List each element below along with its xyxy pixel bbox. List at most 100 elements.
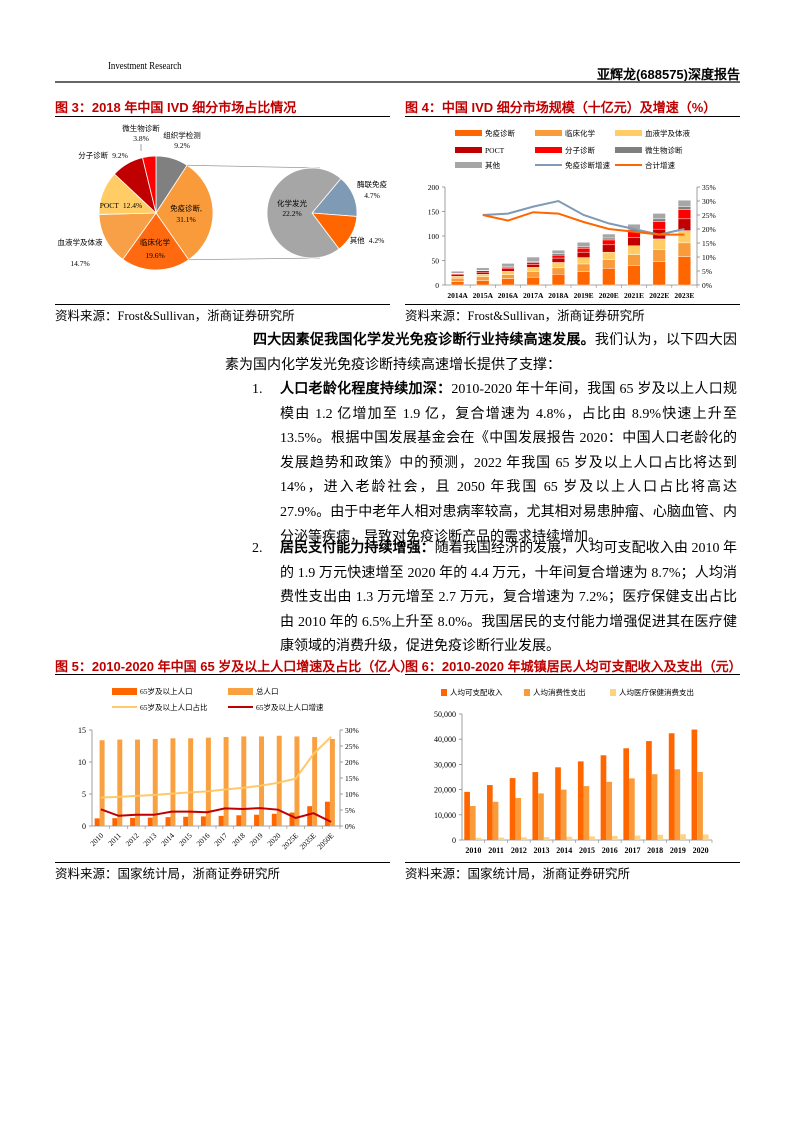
bar-segment: [677, 256, 691, 286]
pie-value-label: 31.1%: [176, 215, 195, 224]
x-tick-label: 2015A: [473, 291, 494, 300]
bar-segment: [501, 271, 515, 275]
bar: [259, 736, 265, 826]
bar-segment: [501, 263, 515, 267]
x-tick-label: 2019E: [574, 291, 594, 300]
bar-segment: [677, 206, 691, 210]
bar-segment: [476, 280, 490, 286]
fig6-bar-chart: 0 10,000 20,000 30,000 40,000 50,000 2010 2011 2…: [434, 687, 713, 855]
x-tick-label: 2011: [488, 846, 504, 855]
bar-segment: [652, 249, 666, 262]
pie-label-name: 其他: [350, 235, 365, 245]
x-tick-label: 2023E: [674, 291, 694, 300]
bar: [634, 835, 641, 840]
bar-segment: [451, 271, 465, 274]
x-tick-label: 2016: [602, 846, 618, 855]
x-tick-label: 2012: [511, 846, 527, 855]
pie-slice: [142, 155, 157, 214]
bar: [117, 739, 123, 826]
legend-label: 其他: [485, 160, 500, 170]
x-tick-label: 2025E: [280, 831, 301, 852]
bar-segment: [551, 274, 565, 286]
x-tick-label: 2014: [159, 831, 176, 848]
bar: [130, 817, 136, 826]
bar: [135, 739, 141, 826]
fig5-title-rule: [55, 674, 390, 675]
fig3-title: 图 3：2018 年中国 IVD 细分市场占比情况: [55, 100, 297, 115]
x-tick-label: 2010: [465, 846, 481, 855]
y-tick-label: 30,000: [434, 760, 456, 769]
pie-value-label: 4.2%: [369, 236, 385, 245]
x-tick-label: 2015: [177, 831, 194, 848]
fig5-source: 资料来源：国家统计局，浙商证券研究所: [55, 867, 281, 881]
fig6-title-rule: [405, 674, 740, 675]
y2-tick-label: 5%: [345, 806, 355, 815]
bar: [589, 836, 595, 840]
fig4-title: 图 4：中国 IVD 细分市场规模（十亿元）及增速（%）: [405, 100, 717, 115]
x-tick-label: 2012: [124, 831, 141, 848]
y2-tick-label: 10%: [345, 790, 359, 799]
bar-segment: [551, 267, 565, 275]
bar-segment: [602, 233, 616, 239]
fig5-source-rule: [55, 862, 390, 863]
y2-tick-label: 15%: [345, 774, 359, 783]
pie-label: POCT 12.4%: [100, 201, 143, 210]
bar-segment: [602, 244, 616, 253]
bar-segment: [652, 221, 666, 230]
pie-label-name: 血液学及体液: [58, 237, 103, 247]
bar: [487, 785, 493, 840]
bar-segment: [476, 276, 490, 281]
legend-swatch: [441, 689, 447, 696]
x-tick-label: 2020: [693, 846, 709, 855]
bar: [657, 834, 664, 840]
fig4-source-rule: [405, 304, 740, 305]
x-tick-label: 2011: [106, 831, 123, 848]
bar-segment: [476, 267, 490, 271]
bar-segment: [476, 270, 490, 273]
bar: [668, 733, 675, 840]
fig4-bar-line-chart: 0 50 100 150 200 0% 5% 10% 15% 20% 25% 30% 35% 2014A 2…: [428, 128, 716, 300]
pie-label: 分子诊断 9.2%: [78, 150, 128, 160]
legend-label: 总人口: [256, 686, 279, 696]
bar: [469, 806, 476, 840]
y2-tick-label: 5%: [702, 267, 712, 276]
bar-segment: [602, 251, 616, 260]
y2-tick-label: 30%: [702, 197, 716, 206]
x-tick-label: 2021E: [624, 291, 644, 300]
fig6-source: 资料来源：国家统计局，浙商证券研究所: [405, 867, 631, 881]
legend-label: 分子诊断: [565, 145, 595, 155]
item-1-number: 1.: [252, 382, 263, 397]
bar-segment: [577, 246, 591, 249]
bar-segment: [602, 239, 616, 246]
fig3-source: 资料来源：Frost&Sullivan，浙商证券研究所: [55, 309, 295, 323]
bar: [646, 741, 652, 840]
legend-label: POCT: [485, 146, 505, 155]
bar: [241, 736, 247, 826]
x-tick-label: 2018: [647, 846, 663, 855]
fig4-title-rule: [405, 116, 740, 117]
bar: [629, 778, 635, 840]
bar: [680, 834, 686, 840]
pie-label-name: 临床化学: [140, 237, 170, 247]
pie-value-label: 19.6%: [145, 251, 164, 260]
pie-label-name: 酶联免疫: [357, 179, 387, 189]
bar-segment: [627, 245, 641, 255]
bar: [152, 738, 158, 826]
bar-segment: [451, 275, 465, 279]
y2-tick-label: 20%: [702, 225, 716, 234]
legend-label: 人均医疗保健消费支出: [619, 687, 694, 697]
bar: [691, 729, 698, 840]
pie-value-label: 14.7%: [70, 259, 89, 268]
bar-segment: [526, 271, 540, 278]
bar-segment: [501, 274, 515, 279]
legend-label: 血液学及体液: [645, 128, 690, 138]
y-tick-label: 100: [428, 232, 440, 241]
bar-segment: [577, 263, 591, 272]
bar-segment: [526, 264, 540, 268]
connector-line: [187, 164, 321, 169]
x-tick-label: 2016A: [498, 291, 519, 300]
x-tick-label: 2020E: [599, 291, 619, 300]
x-tick-label: 2017A: [523, 291, 544, 300]
bar: [475, 837, 482, 840]
